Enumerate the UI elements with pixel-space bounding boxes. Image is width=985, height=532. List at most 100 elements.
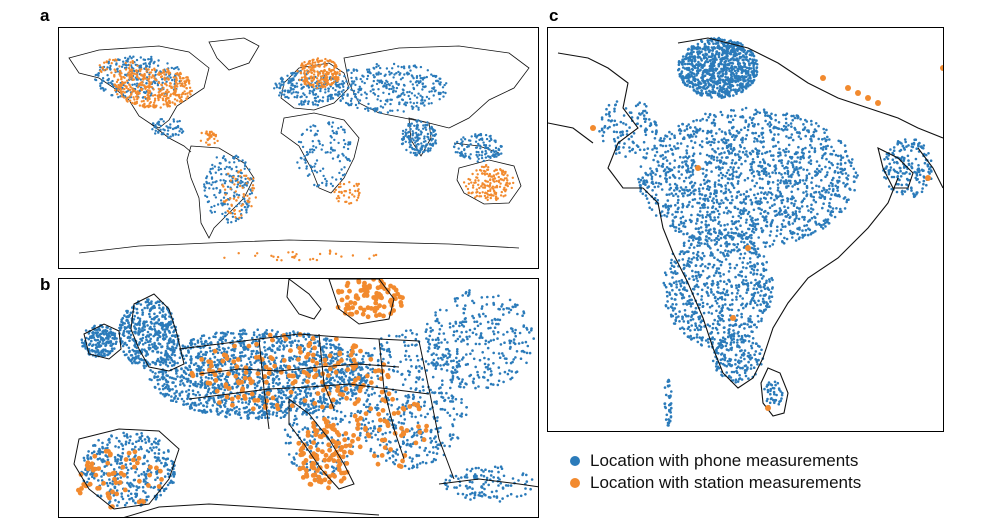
world-map [68,37,530,262]
station-point [114,84,117,87]
phone-point [344,101,348,105]
phone-point [178,130,181,133]
phone-point [432,94,435,97]
phone-point [307,86,311,89]
station-point [308,70,311,73]
phone-point [145,338,148,341]
station-point [133,98,136,101]
station-point [348,202,351,205]
phone-point [199,350,203,354]
station-point [321,74,325,78]
station-point [146,96,149,100]
phone-point [126,436,129,439]
station-point [173,85,177,88]
station-point [123,87,126,91]
phone-point [265,329,268,332]
station-point [206,138,209,142]
station-point [153,93,157,97]
phone-point [375,65,378,69]
phone-point [434,440,438,444]
phone-point [158,331,162,334]
phone-point [306,102,310,106]
phone-point [121,447,125,451]
phone-point [148,348,151,351]
phone-point [396,109,399,112]
phone-point [243,205,247,209]
station-point [207,143,210,146]
station-point [308,65,312,69]
phone-point [338,171,341,175]
phone-point [325,184,328,187]
phone-point [297,140,301,144]
phone-point [238,202,241,205]
station-point [481,191,484,194]
phone-point [286,396,290,399]
phone-point [171,127,175,131]
station-point [506,174,509,177]
station-point [128,73,132,77]
phone-point [172,475,176,478]
station-point [291,255,294,259]
phone-point [360,93,363,96]
phone-point [144,475,148,478]
phone-point [153,325,156,328]
station-point [496,197,499,200]
station-point [165,94,168,97]
phone-point [208,346,212,350]
phone-point [317,344,321,347]
phone-point [279,416,283,420]
phone-point [126,59,129,62]
phone-point [324,177,327,181]
station-point [158,90,162,93]
phone-point [309,125,312,128]
phone-point [224,159,227,162]
phone-point [327,87,330,90]
phone-point [141,326,144,330]
station-point [256,252,259,255]
phone-point [356,387,359,390]
phone-point [216,364,220,367]
phone-point [275,86,279,89]
phone-point [122,431,125,435]
phone-point [137,486,141,489]
phone-point [401,129,405,133]
phone-point [408,145,412,149]
phone-point [108,441,111,444]
phone-point [331,157,335,160]
phone-point [346,158,349,162]
phone-point [166,380,170,384]
phone-point [307,100,310,103]
phone-point [239,329,242,333]
phone-point [282,344,285,347]
phone-point [265,332,269,335]
phone-point [137,327,141,330]
station-point [309,84,312,87]
phone-point [224,211,227,214]
station-point [150,76,153,79]
phone-point [157,334,160,337]
phone-point [97,438,100,442]
phone-point [313,169,317,172]
phone-point [150,449,154,452]
station-point [180,79,183,82]
phone-point [216,341,220,344]
phone-point [129,481,132,485]
station-point [494,186,497,189]
phone-point [249,355,253,359]
phone-point [125,501,129,505]
station-point [129,85,132,89]
phone-point [187,388,191,392]
phone-point [426,132,430,136]
phone-point [198,409,201,412]
station-point [200,131,203,135]
phone-point [182,403,185,406]
station-point [103,61,106,64]
phone-point [278,82,281,85]
phone-point [232,194,236,197]
station-point [501,169,505,172]
phone-point [213,360,216,364]
phone-point [219,179,222,182]
phone-point [156,84,160,87]
phone-point [269,362,272,366]
phone-point [144,335,148,339]
